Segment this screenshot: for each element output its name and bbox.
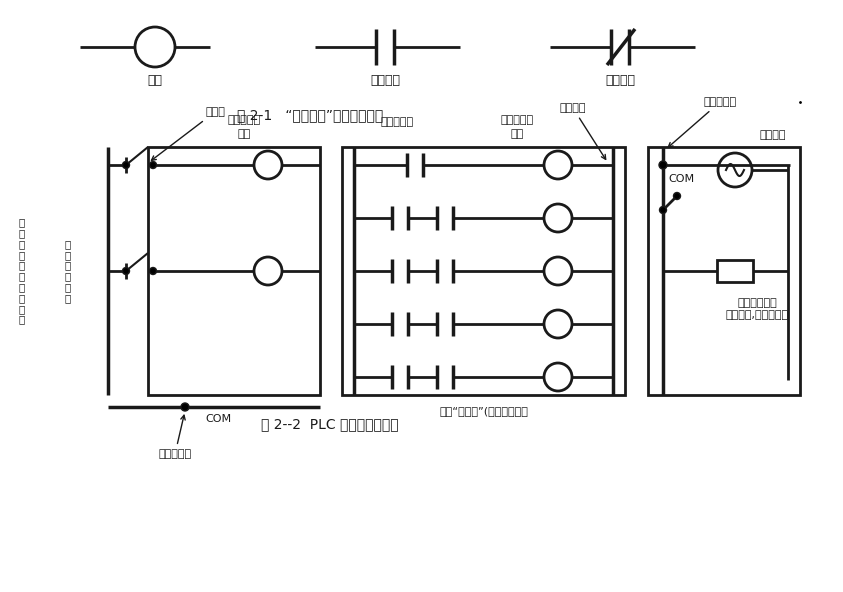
Text: 输入公共端: 输入公共端 — [158, 415, 191, 459]
Text: 继电器接点: 继电器接点 — [380, 117, 414, 127]
Text: 内部继电器
线圈: 内部继电器 线圈 — [501, 115, 534, 139]
Circle shape — [659, 207, 667, 214]
Bar — [648, 147, 800, 395]
Bar — [717, 260, 753, 282]
Text: 内部“软接线”(用程序实现）: 内部“软接线”(用程序实现） — [439, 406, 528, 416]
Text: 输入继电器
线圈: 输入继电器 线圈 — [228, 115, 260, 139]
Text: （
按
钮
、
限
位
开
关
等
）: （ 按 钮 、 限 位 开 关 等 ） — [19, 217, 25, 324]
Circle shape — [181, 403, 189, 411]
Circle shape — [149, 162, 157, 169]
Circle shape — [674, 192, 680, 200]
Text: 常闭接点: 常闭接点 — [605, 75, 635, 88]
Text: 用
户
输
入
设
备: 用 户 输 入 设 备 — [65, 239, 71, 303]
Text: 输出公共端: 输出公共端 — [668, 97, 737, 147]
Circle shape — [149, 268, 157, 275]
Text: 输入端: 输入端 — [152, 107, 225, 160]
Text: 负载电源: 负载电源 — [760, 130, 787, 140]
Text: COM: COM — [205, 414, 231, 424]
Text: 输出接点: 输出接点 — [560, 103, 605, 159]
Text: 用户输出设备
（接触器,电磁阀等）: 用户输出设备 （接触器,电磁阀等） — [726, 298, 788, 320]
Circle shape — [122, 268, 130, 275]
Bar — [148, 147, 320, 395]
Circle shape — [659, 161, 667, 169]
Text: 图 2--2  PLC 控制系统的组成: 图 2--2 PLC 控制系统的组成 — [261, 417, 399, 431]
Text: 常开接点: 常开接点 — [370, 75, 400, 88]
Bar — [342, 147, 625, 395]
Text: COM: COM — [668, 174, 694, 184]
Text: 图 2-1   “软继电器”的线圈与接点: 图 2-1 “软继电器”的线圈与接点 — [237, 108, 383, 122]
Circle shape — [122, 162, 130, 169]
Text: 线圈: 线圈 — [148, 75, 163, 88]
